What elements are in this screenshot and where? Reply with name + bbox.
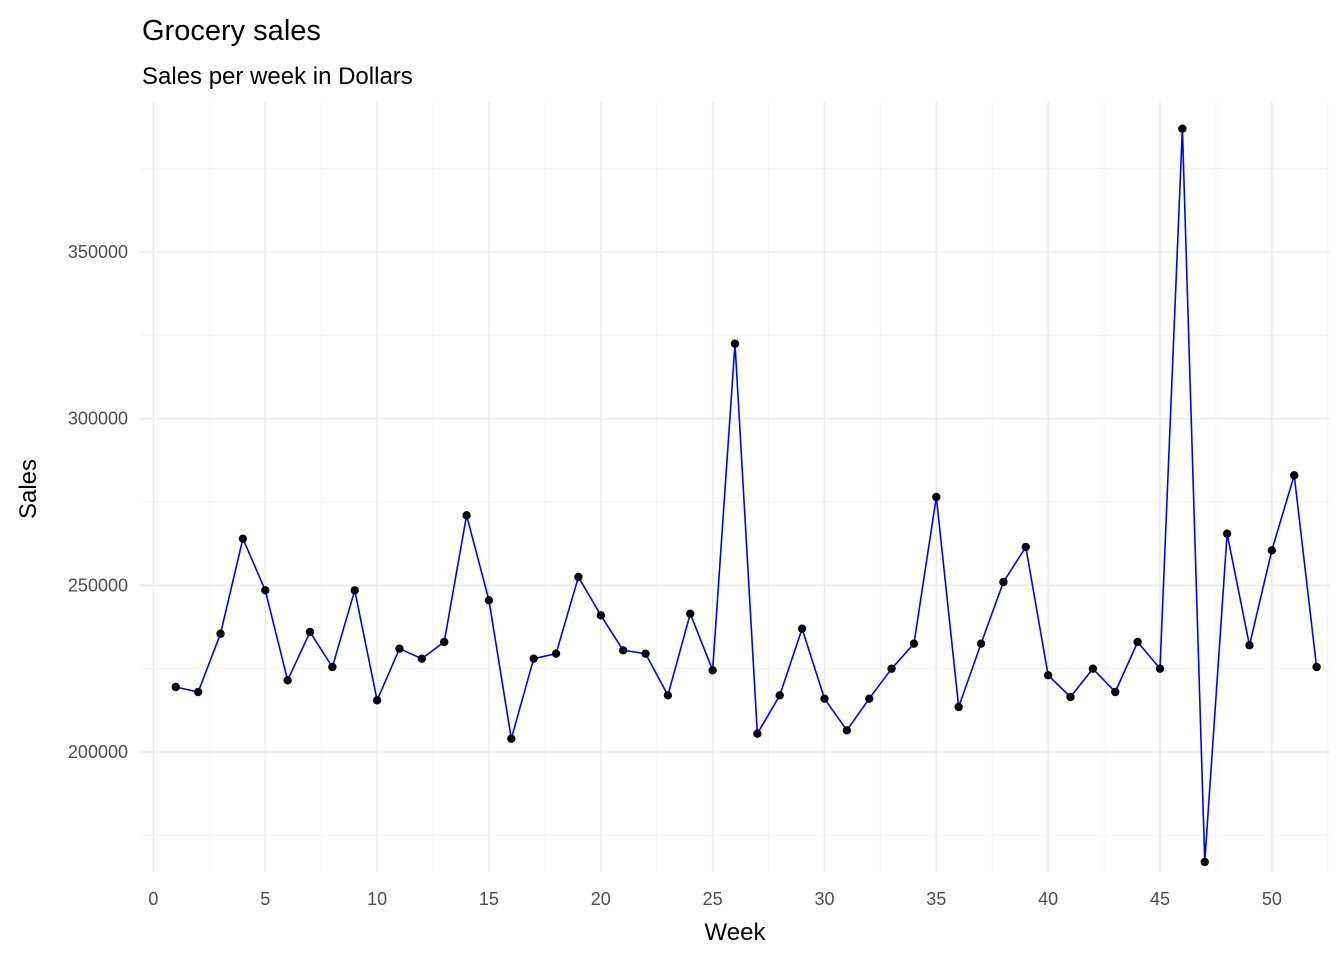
x-tick-label: 15 <box>479 889 499 909</box>
x-tick-label: 0 <box>148 889 158 909</box>
data-point <box>708 666 717 675</box>
data-point <box>820 694 829 703</box>
data-point <box>730 339 740 348</box>
data-point <box>1245 641 1254 650</box>
data-point <box>1021 542 1030 552</box>
chart-title: Grocery sales <box>142 15 321 47</box>
data-point <box>1111 687 1120 697</box>
data-point <box>1133 637 1142 647</box>
x-tick-label: 45 <box>1150 889 1170 909</box>
axis-ticks: 0 5 10 15 20 25 30 35 40 45 50 200000 250000 300000 35… <box>68 242 1282 909</box>
series-layer <box>171 124 1321 867</box>
data-point <box>954 702 963 712</box>
data-point <box>1088 664 1098 673</box>
x-tick-label: 10 <box>367 889 387 909</box>
data-point <box>775 691 784 700</box>
y-tick-label: 200000 <box>68 742 128 762</box>
data-point <box>305 627 315 637</box>
data-point <box>462 511 471 520</box>
data-point <box>171 682 180 692</box>
data-point <box>261 586 270 595</box>
y-tick-label: 350000 <box>68 242 128 262</box>
y-tick-label: 300000 <box>68 409 128 429</box>
data-point <box>372 696 382 705</box>
data-point <box>932 492 941 502</box>
grid <box>140 102 1330 872</box>
x-tick-label: 50 <box>1262 889 1282 909</box>
x-tick-label: 25 <box>703 889 723 909</box>
data-point <box>1155 664 1165 673</box>
data-point <box>440 637 449 647</box>
x-tick-label: 40 <box>1038 889 1058 909</box>
x-axis-title: Week <box>705 919 767 946</box>
x-tick-label: 35 <box>926 889 946 909</box>
data-point <box>1290 471 1299 480</box>
data-point <box>417 654 427 663</box>
x-tick-label: 30 <box>814 889 834 909</box>
data-point <box>641 649 650 658</box>
data-point <box>887 664 896 673</box>
y-tick-label: 250000 <box>68 575 128 595</box>
data-point <box>618 646 628 655</box>
data-point <box>663 691 673 700</box>
data-point <box>1200 857 1209 867</box>
data-point <box>1043 671 1053 680</box>
data-point <box>976 639 986 648</box>
data-point <box>753 729 762 738</box>
data-point <box>484 596 494 605</box>
data-point <box>1267 546 1277 555</box>
data-point <box>507 734 516 743</box>
data-point <box>1312 662 1321 672</box>
y-axis-title: Sales <box>15 459 42 519</box>
data-point <box>328 662 337 672</box>
data-point <box>283 676 292 685</box>
data-point <box>193 687 203 697</box>
data-point <box>216 629 225 638</box>
data-point <box>686 609 695 618</box>
data-point <box>238 534 248 543</box>
data-point <box>797 624 807 633</box>
data-point <box>999 577 1008 587</box>
data-point <box>865 694 874 703</box>
sales-line <box>175 127 1318 863</box>
data-point <box>1178 124 1187 133</box>
x-tick-label: 5 <box>260 889 270 909</box>
data-point <box>909 639 919 648</box>
data-point <box>842 726 852 735</box>
data-point <box>529 654 538 663</box>
chart-subtitle: Sales per week in Dollars <box>142 63 413 90</box>
data-point <box>574 572 583 582</box>
data-point <box>551 649 561 658</box>
x-tick-label: 20 <box>591 889 611 909</box>
data-point <box>1222 529 1232 538</box>
data-point <box>395 644 404 653</box>
data-point <box>1066 692 1075 702</box>
data-point <box>350 586 359 595</box>
data-point <box>596 611 605 620</box>
